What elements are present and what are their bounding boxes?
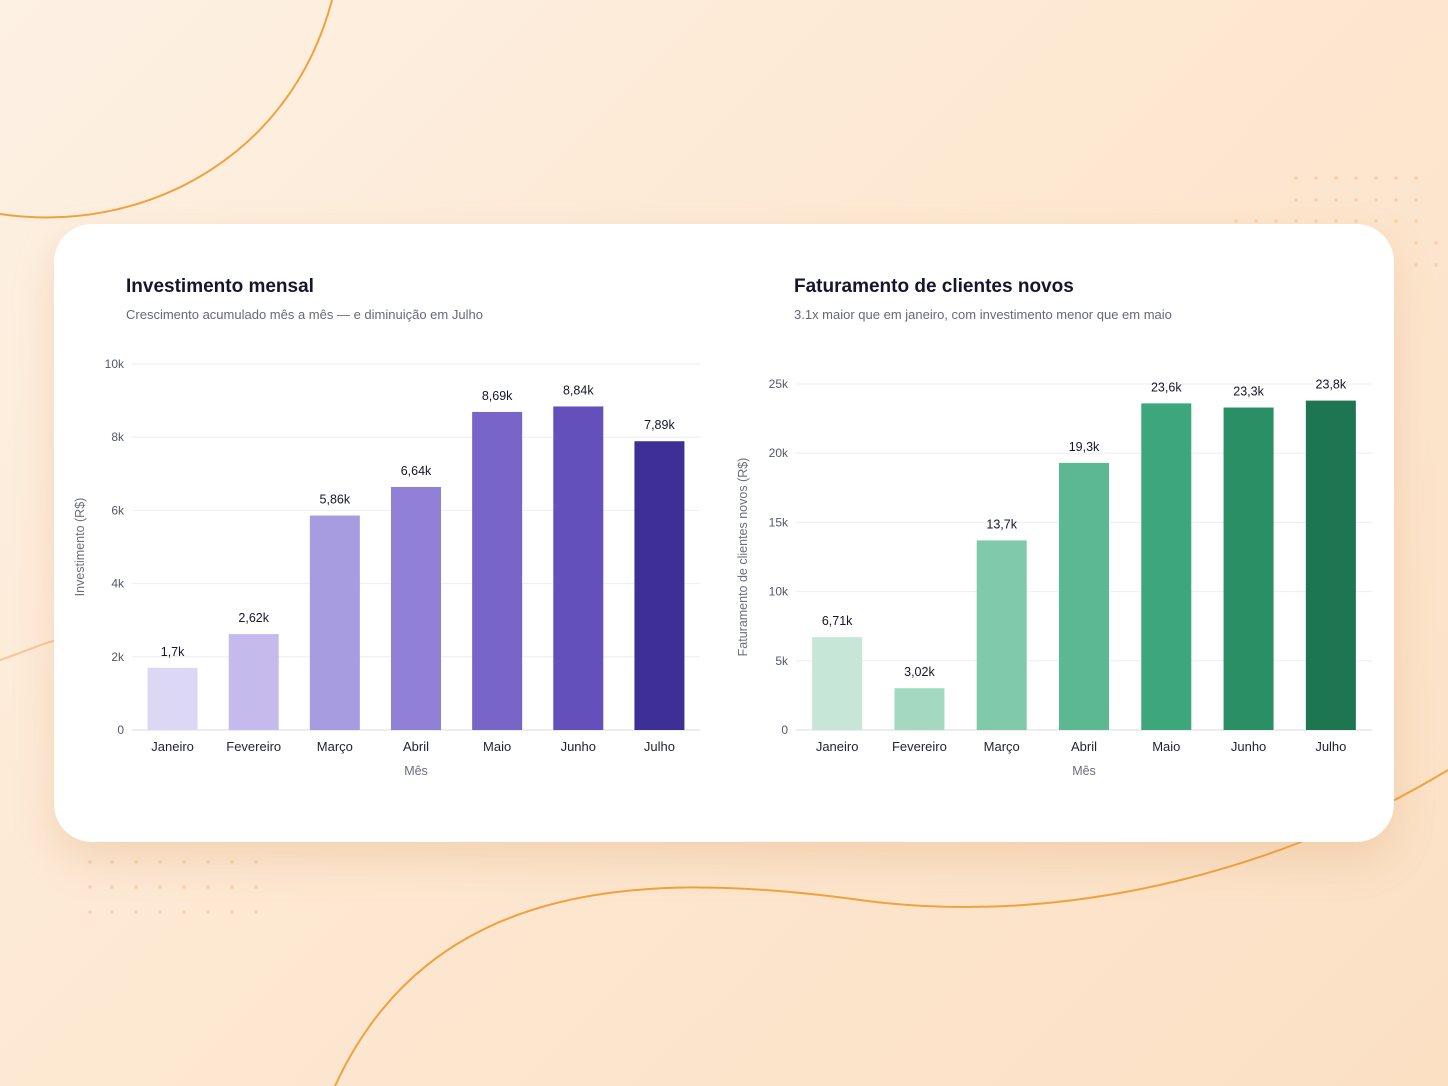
bar-value-label: 23,8k [1316, 378, 1347, 392]
x-tick-label: Janeiro [151, 739, 194, 754]
x-axis-title: Mês [404, 764, 428, 778]
bar-value-label: 7,89k [644, 418, 675, 432]
x-tick-label: Abril [1071, 739, 1097, 754]
bar-julho [634, 441, 685, 730]
y-tick-label: 5k [775, 654, 789, 668]
bar-value-label: 8,84k [563, 383, 594, 397]
y-tick-label: 4k [111, 577, 125, 591]
bar-junho [553, 406, 604, 730]
bar-maio [1141, 403, 1192, 730]
investment-chart-panel: Investimento mensal Crescimento acumulad… [54, 224, 722, 842]
x-tick-label: Março [317, 739, 353, 754]
bar-julho [1305, 400, 1356, 730]
y-axis-title: Investimento (R$) [73, 498, 87, 597]
investment-bar-chart: 0 2k 4k 6k 8k 10k 1,7k Janeiro 2,62k Fevereiro 5,8… [73, 357, 700, 778]
y-tick-label: 10k [769, 585, 789, 599]
bar-value-label: 2,62k [238, 611, 269, 625]
bar-janeiro [147, 667, 198, 730]
y-tick-label: 6k [111, 503, 125, 517]
bar-value-label: 8,69k [482, 389, 513, 403]
x-tick-label: Fevereiro [892, 739, 947, 754]
revenue-chart-title: Faturamento de clientes novos [794, 276, 1074, 297]
bar-value-label: 6,71k [822, 614, 853, 628]
bar-value-label: 3,02k [904, 665, 935, 679]
y-tick-label: 20k [769, 446, 789, 460]
x-tick-label: Junho [561, 739, 596, 754]
bar-value-label: 23,3k [1233, 385, 1264, 399]
x-tick-label: Maio [483, 739, 511, 754]
y-tick-label: 15k [769, 515, 789, 529]
bar-maio [472, 411, 523, 730]
bar-value-label: 1,7k [161, 645, 185, 659]
x-tick-label: Maio [1152, 739, 1180, 754]
y-tick-label: 2k [111, 650, 125, 664]
x-tick-label: Janeiro [816, 739, 859, 754]
bar-value-label: 23,6k [1151, 380, 1182, 394]
investment-chart-subtitle: Crescimento acumulado mês a mês — e dimi… [126, 307, 483, 322]
bar-janeiro [812, 637, 863, 730]
bar-fevereiro [228, 634, 279, 730]
bar-fevereiro [894, 688, 945, 730]
bar-value-label: 6,64k [401, 464, 432, 478]
bar-abril [1059, 462, 1109, 730]
x-tick-label: Julho [1315, 739, 1346, 754]
x-tick-label: Julho [644, 739, 675, 754]
bar-junho [1223, 407, 1274, 730]
bar-value-label: 5,86k [320, 493, 351, 507]
bar-março [309, 515, 360, 730]
revenue-chart-panel: Faturamento de clientes novos 3.1x maior… [722, 224, 1394, 842]
x-axis-title: Mês [1072, 764, 1096, 778]
revenue-chart-subtitle: 3.1x maior que em janeiro, com investime… [794, 307, 1172, 322]
bar-março [976, 540, 1027, 730]
y-tick-label: 0 [117, 723, 124, 737]
bar-value-label: 13,7k [986, 517, 1017, 531]
x-tick-label: Junho [1231, 739, 1266, 754]
investment-chart-title: Investimento mensal [126, 276, 314, 297]
y-tick-label: 0 [781, 723, 788, 737]
revenue-bar-chart: 0 5k 10k 15k 20k 25k 6,71k Janeiro 3,02k Fevereir… [736, 377, 1372, 778]
y-tick-label: 25k [769, 377, 789, 391]
charts-card: Investimento mensal Crescimento acumulad… [54, 224, 1394, 842]
y-tick-label: 8k [111, 430, 125, 444]
x-tick-label: Abril [403, 739, 429, 754]
y-tick-label: 10k [105, 357, 125, 371]
bar-abril [391, 486, 441, 730]
x-tick-label: Fevereiro [226, 739, 281, 754]
y-axis-title: Faturamento de clientes novos (R$) [736, 458, 750, 657]
bar-value-label: 19,3k [1069, 440, 1100, 454]
x-tick-label: Março [984, 739, 1020, 754]
